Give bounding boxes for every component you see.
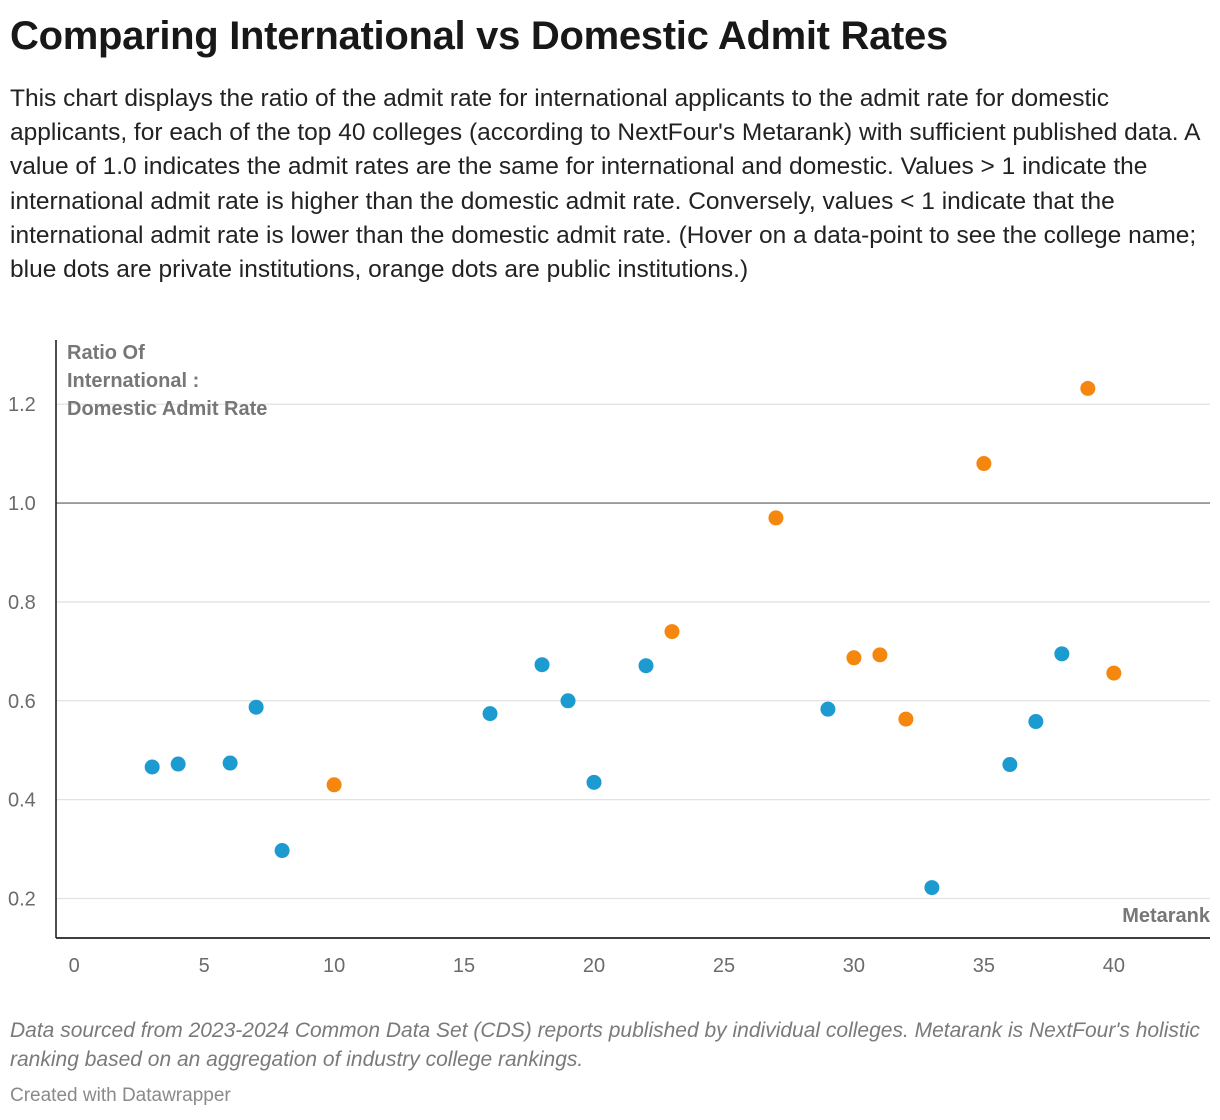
private-college-point [638,658,654,674]
credit-line: Created with Datawrapper [10,1085,231,1106]
x-tick-label: 20 [583,955,605,977]
private-college-point [1028,714,1044,730]
x-tick-label: 40 [1103,955,1125,977]
public-college-point [898,711,914,727]
public-college-point [872,647,888,663]
private-college-point [1002,757,1018,773]
x-tick-label: 25 [713,955,735,977]
y-tick-label: 0.6 [8,691,36,713]
public-college-point [664,624,680,640]
public-college-point [326,777,342,793]
scatter-chart: 0.2 0.4 0.6 0.8 1.0 1.2 0 5 10 15 20 25 30 35 40 Ratio … [8,340,1211,977]
y-tick-label: 1.2 [8,394,36,416]
gridlines [56,403,1210,900]
public-college-point [1106,665,1122,681]
x-tick-label: 0 [69,955,80,977]
chart-title: Comparing International vs Domestic Admi… [10,14,948,58]
public-college-point [846,650,862,666]
private-college-point [274,843,290,859]
x-tick-label: 10 [323,955,345,977]
private-college-point [924,880,940,896]
y-axis-title-line: Domestic Admit Rate [67,398,267,420]
y-tick-label: 1.0 [8,493,36,515]
x-tick-label: 5 [199,955,210,977]
y-tick-label: 0.4 [8,790,36,812]
private-college-point [586,774,602,790]
private-college-point [170,756,186,772]
public-college-point [1080,380,1096,396]
y-axis-title-line: Ratio Of [67,342,145,364]
private-college-point [534,657,550,673]
private-college-point [144,759,160,775]
private-college-point [560,693,576,709]
public-college-point [768,510,784,526]
x-tick-label: 15 [453,955,475,977]
tick-labels: 0.2 0.4 0.6 0.8 1.0 1.2 0 5 10 15 20 25 30 35 40 Ratio … [8,342,1211,977]
y-axis-title-line: International : [67,370,199,392]
x-axis-title: Metarank [1122,905,1211,927]
y-tick-label: 0.8 [8,592,36,614]
private-college-point [248,699,264,715]
public-college-point [976,456,992,472]
private-college-point [482,706,498,722]
axes [55,340,1210,939]
x-tick-label: 30 [843,955,865,977]
y-tick-label: 0.2 [8,888,36,910]
private-college-point [1054,646,1070,662]
data-points [144,380,1122,896]
private-college-point [222,755,238,771]
x-tick-label: 35 [973,955,995,977]
source-notes: Data sourced from 2023-2024 Common Data … [10,1019,1200,1071]
private-college-point [820,701,836,717]
chart-description: This chart displays the ratio of the adm… [10,85,1200,284]
